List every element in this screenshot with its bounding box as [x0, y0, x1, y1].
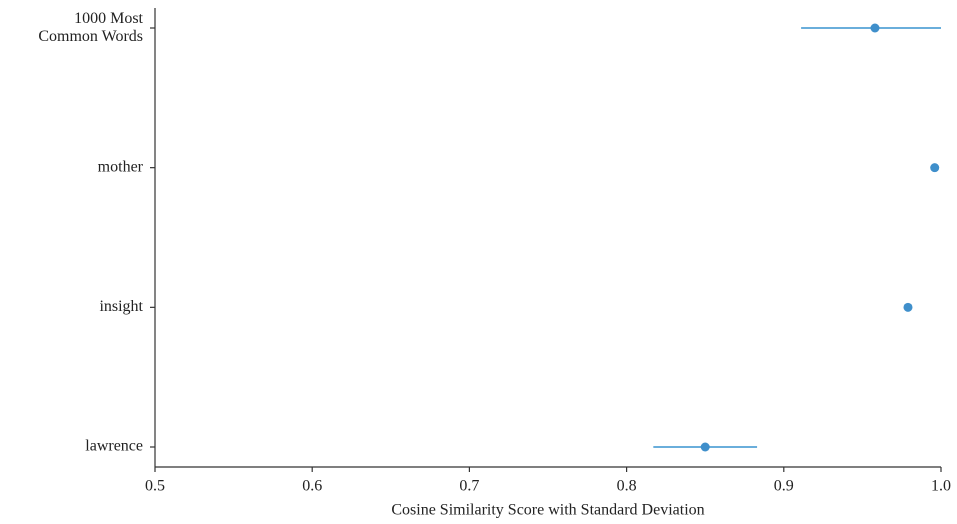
y-tick-label: insight	[99, 298, 143, 315]
x-axis-label: Cosine Similarity Score with Standard De…	[391, 502, 704, 519]
x-tick-label: 0.7	[459, 478, 479, 495]
y-tick-label: mother	[98, 158, 144, 175]
x-tick-label: 1.0	[931, 478, 951, 495]
x-tick-label: 0.9	[774, 478, 794, 495]
y-tick-label: 1000 Most Common Words	[38, 10, 143, 45]
point	[870, 23, 880, 33]
point	[700, 442, 710, 452]
point	[930, 163, 940, 173]
x-tick-label: 0.6	[302, 478, 322, 495]
x-tick-label: 0.5	[145, 478, 165, 495]
x-tick-label: 0.8	[617, 478, 637, 495]
y-tick-label: lawrence	[85, 438, 143, 455]
point	[903, 302, 913, 312]
